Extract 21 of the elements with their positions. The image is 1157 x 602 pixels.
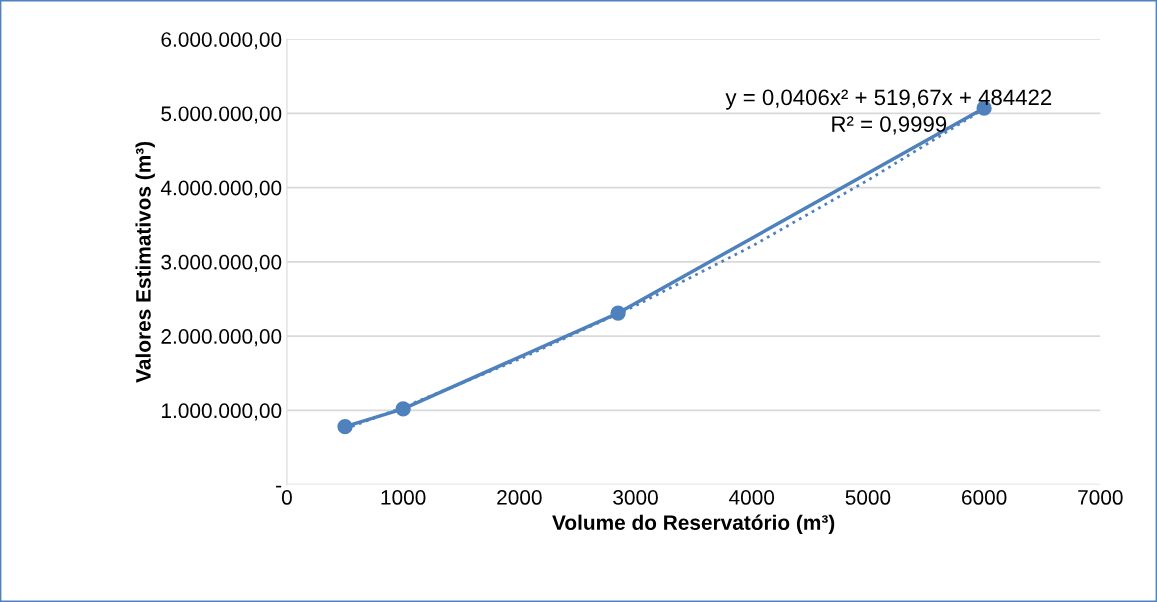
y-tick-label: -: [276, 485, 282, 488]
x-tick-label: 4000: [729, 490, 775, 505]
y-axis-title: Valores Estimativos (m³): [135, 141, 155, 383]
x-tick-label: 1000: [381, 490, 426, 505]
x-tick-label: 3000: [613, 490, 658, 505]
y-tick-label: 4.000.000,00: [160, 180, 282, 198]
y-tick-label: 2.000.000,00: [161, 329, 282, 347]
x-axis-title: Volume do Reservatório (m³): [552, 514, 835, 535]
point: [395, 401, 411, 417]
x-tick-label: 6000: [962, 490, 1007, 505]
x-tick-label: 5000: [845, 490, 891, 505]
y-tick-label: 5.000.000,00: [161, 106, 282, 124]
y-tick-label: 6.000.000,00: [161, 32, 282, 50]
annotation: y = 0,0406x² + 519,67x + 484422: [725, 89, 1052, 110]
y-tick-label: 1.000.000,00: [162, 403, 282, 421]
x-tick-label: 2000: [497, 490, 542, 505]
annotation: R² = 0,9999: [832, 116, 947, 135]
x-tick-label: 7000: [1078, 490, 1123, 505]
point: [337, 419, 353, 435]
x-tick-label: 0: [281, 490, 292, 505]
y-tick-label: 3.000.000,00: [161, 254, 282, 273]
